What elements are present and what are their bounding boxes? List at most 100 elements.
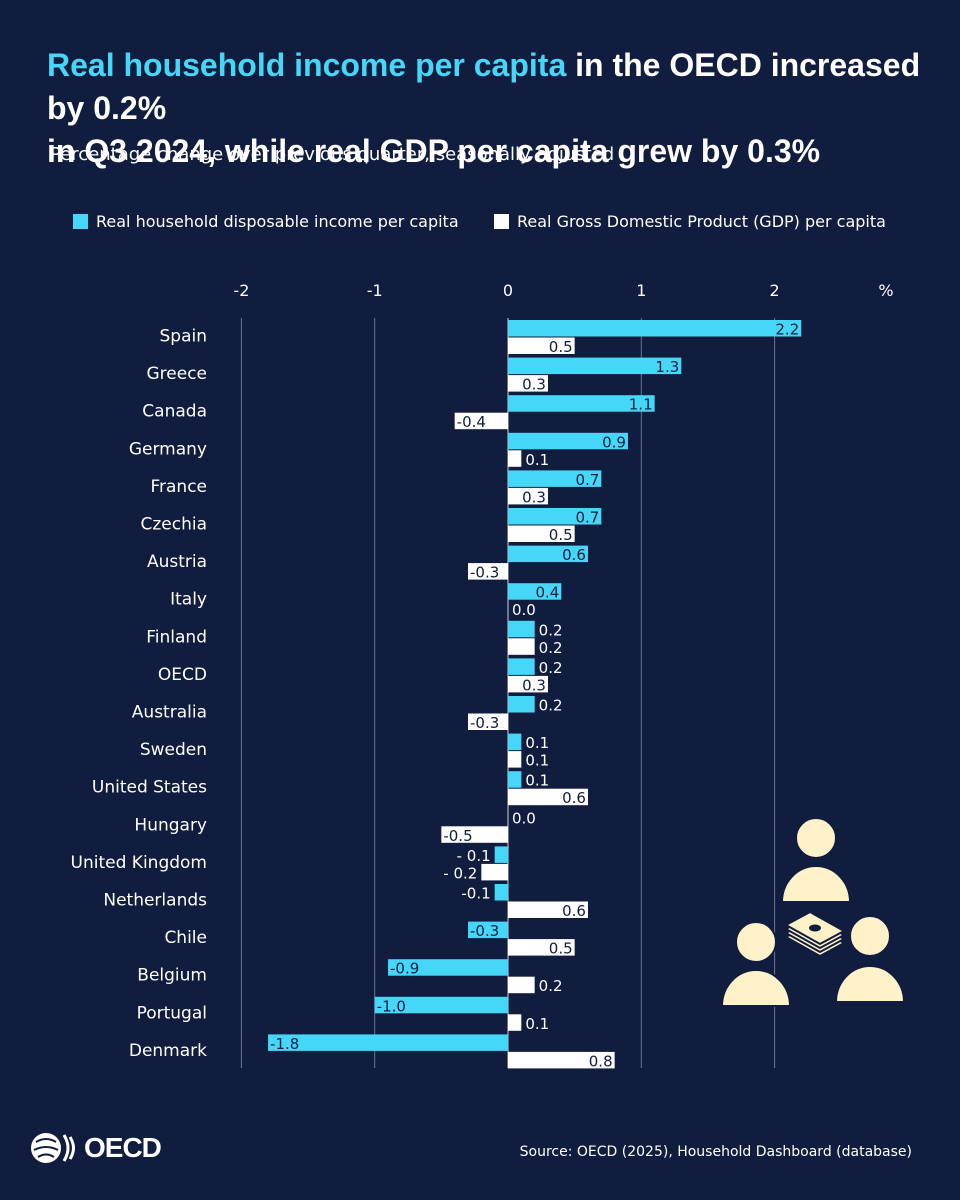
title-highlight: Real household income per capita	[47, 47, 567, 83]
data-label: 0.9	[602, 433, 626, 451]
income-bar	[508, 658, 535, 675]
category-label: OECD	[158, 665, 207, 685]
x-tick-label: 0	[503, 281, 513, 300]
x-tick-label: 2	[770, 281, 780, 300]
legend-label-gdp: Real Gross Domestic Product (GDP) per ca…	[517, 212, 886, 231]
data-label: 0.3	[522, 488, 546, 506]
data-label: 0.8	[589, 1052, 613, 1070]
category-label: United Kingdom	[71, 853, 207, 873]
data-label: 0.2	[539, 697, 563, 715]
category-label: Greece	[146, 364, 207, 384]
data-label: 0.0	[512, 809, 536, 827]
income-bar	[508, 432, 628, 450]
income-bar	[508, 620, 535, 638]
income-bar	[268, 1034, 508, 1051]
gdp-bar	[508, 450, 522, 467]
gdp-bar	[508, 788, 588, 806]
category-label: Austria	[147, 552, 207, 572]
data-label: 0.2	[539, 977, 563, 995]
data-label: 0.1	[525, 752, 549, 770]
data-label: 0.2	[539, 639, 563, 657]
data-label: 1.1	[629, 396, 653, 414]
data-label: 0.1	[525, 1015, 549, 1033]
legend-swatch-income	[73, 214, 88, 229]
legend-label-income: Real household disposable income per cap…	[96, 212, 459, 231]
chart-title: Real household income per capita in the …	[47, 44, 927, 173]
data-label: 0.6	[562, 789, 586, 807]
people-money-icon	[720, 817, 906, 1007]
income-bar	[494, 846, 508, 863]
gdp-bar	[508, 901, 588, 918]
data-label: -1.0	[377, 997, 406, 1015]
oecd-logo-text: OECD	[84, 1132, 162, 1163]
income-bar	[508, 320, 802, 337]
data-label: 0.6	[562, 546, 586, 564]
category-label: Portugal	[137, 1003, 207, 1023]
data-label: -0.3	[470, 564, 499, 582]
category-label: Spain	[160, 327, 208, 347]
gdp-bar	[508, 1014, 522, 1031]
income-bar	[508, 395, 655, 412]
income-bar	[508, 733, 522, 751]
data-label: -0.3	[470, 922, 499, 940]
category-label: Italy	[170, 590, 207, 610]
x-tick-label: 1	[636, 281, 646, 300]
oecd-globe-icon	[31, 1133, 75, 1163]
category-label: Chile	[164, 928, 207, 948]
income-bar	[508, 470, 602, 487]
income-bar	[508, 583, 562, 600]
source-note: Source: OECD (2025), Household Dashboard…	[519, 1144, 912, 1160]
data-label: -0.4	[457, 413, 486, 431]
chart-subtitle: Percentage change over previous quarter,…	[50, 144, 615, 165]
data-label: -0.9	[390, 960, 419, 978]
gdp-bar	[508, 375, 548, 392]
category-label: Czechia	[140, 515, 207, 535]
gdp-bar	[508, 675, 548, 693]
data-label: -0.5	[443, 827, 472, 845]
income-bar	[508, 696, 535, 713]
data-label: 0.2	[539, 659, 563, 677]
gdp-bar	[508, 525, 575, 542]
category-label: Germany	[129, 439, 207, 459]
income-bar	[508, 545, 588, 563]
data-label: 0.5	[549, 526, 573, 544]
data-label: 0.3	[522, 376, 546, 394]
income-bar	[388, 959, 508, 976]
data-label: - 0.2	[443, 864, 477, 882]
gdp-bar	[468, 713, 508, 730]
category-label: United States	[92, 778, 207, 798]
data-label: 0.5	[549, 940, 573, 958]
data-label: 2.2	[775, 321, 799, 339]
income-bar	[508, 508, 602, 525]
data-label: 0.3	[522, 676, 546, 694]
data-label: 0.6	[562, 902, 586, 920]
category-label: Netherlands	[103, 891, 207, 911]
x-tick-label: -1	[367, 281, 383, 300]
income-bar	[508, 357, 682, 375]
data-label: -0.1	[461, 885, 490, 903]
gdp-bar	[508, 638, 535, 655]
data-label: - 0.1	[457, 847, 491, 865]
oecd-logo: OECD	[30, 1130, 162, 1166]
x-unit-label: %	[878, 281, 893, 300]
gdp-bar	[441, 826, 508, 843]
data-label: 0.1	[525, 734, 549, 752]
income-bar	[468, 921, 508, 939]
data-label: 0.7	[575, 509, 599, 527]
gdp-bar	[454, 412, 508, 430]
data-label: 0.5	[549, 338, 573, 356]
income-bar	[494, 884, 508, 901]
data-label: -1.8	[270, 1035, 299, 1053]
bar-chart: -2 -1 0 1 2 % Spain 2.2 0.5 Greece 1.3 0.3 Canada 1.1…	[71, 281, 894, 1070]
title-line1-rest: in the OECD increased by 0.2%	[47, 47, 921, 126]
data-label: 0.2	[539, 621, 563, 639]
title-line2: in Q3 2024, while real GDP per capita gr…	[47, 133, 821, 169]
income-bar	[508, 771, 522, 788]
data-label: 0.4	[535, 584, 559, 602]
x-tick-label: -2	[233, 281, 249, 300]
income-bar	[374, 996, 508, 1014]
gdp-bar	[508, 751, 522, 768]
data-label: 0.1	[525, 772, 549, 790]
legend-item-gdp: Real Gross Domestic Product (GDP) per ca…	[494, 212, 886, 231]
gdp-bar	[508, 1051, 615, 1069]
